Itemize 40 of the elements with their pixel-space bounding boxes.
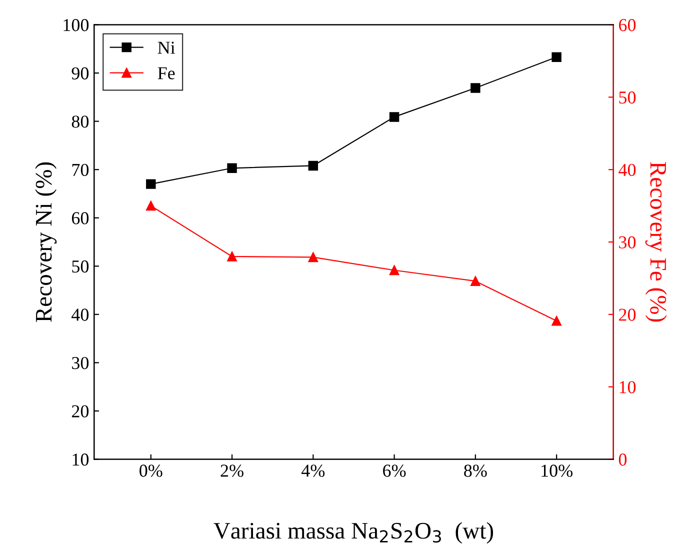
point bbox=[389, 265, 400, 276]
point bbox=[470, 276, 480, 286]
y2-tick-label: 0 bbox=[618, 454, 627, 466]
y2-tick-label: 20 bbox=[619, 308, 636, 321]
y-tick-label: 80 bbox=[72, 116, 89, 128]
y-tick-label: 70 bbox=[72, 164, 89, 176]
y-tick-label: 100 bbox=[64, 19, 89, 32]
y-tick-label: 20 bbox=[72, 405, 89, 418]
point bbox=[552, 316, 562, 326]
point bbox=[308, 252, 318, 262]
y-tick-label: 40 bbox=[72, 308, 89, 321]
x-tick-label: 0% bbox=[140, 464, 162, 477]
x-tick-label: 6% bbox=[383, 464, 406, 477]
point bbox=[146, 200, 156, 211]
y-tick-label: 30 bbox=[72, 356, 89, 370]
y2-tick-label: 40 bbox=[618, 164, 636, 176]
legend-label: Ni bbox=[158, 42, 175, 54]
y2-axis-title: Recovery Fe (%) bbox=[645, 162, 667, 322]
y-axis-title: Recovery Ni (%) bbox=[35, 162, 57, 322]
point bbox=[552, 52, 562, 62]
y-tick-label: 90 bbox=[72, 67, 89, 80]
point bbox=[227, 163, 237, 173]
y-tick-label: 10 bbox=[72, 454, 89, 466]
x-tick-label: 10% bbox=[542, 464, 572, 477]
x-tick-label: 8% bbox=[464, 464, 487, 477]
y-tick-label: 50 bbox=[72, 260, 89, 273]
point bbox=[308, 160, 318, 171]
y2-tick-label: 60 bbox=[618, 19, 636, 32]
y-tick-label: 60 bbox=[72, 212, 89, 224]
x-tick-label: 2% bbox=[220, 464, 244, 477]
x-tick-label: 4% bbox=[301, 464, 325, 477]
point bbox=[470, 83, 480, 93]
x-axis-title: Variasi massa Na$_{2}$S$_{2}$O$_{3}$ (wt) bbox=[214, 522, 494, 544]
point bbox=[389, 112, 400, 122]
y2-tick-label: 10 bbox=[620, 381, 636, 394]
y2-tick-label: 50 bbox=[619, 91, 636, 104]
point bbox=[227, 252, 237, 262]
legend-label: Fe bbox=[158, 67, 175, 80]
point bbox=[146, 179, 156, 189]
y2-tick-label: 30 bbox=[619, 236, 636, 248]
